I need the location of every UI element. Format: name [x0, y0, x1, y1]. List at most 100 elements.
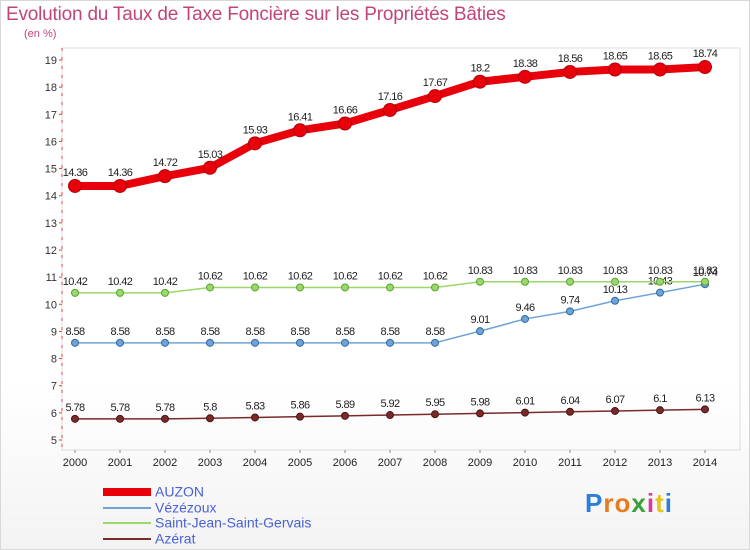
data-label-saint-jean-saint-gervais: 10.62 — [198, 270, 223, 282]
data-point-azerat — [476, 409, 484, 418]
data-point-saint-jean-saint-gervais — [476, 277, 484, 286]
y-tick-label: 19 — [45, 55, 57, 67]
chart-legend: AUZON Vézézoux Saint-Jean-Saint-Gervais Azé… — [103, 484, 311, 546]
data-point-auzon — [608, 62, 622, 77]
data-label-saint-jean-saint-gervais: 10.83 — [558, 265, 583, 277]
data-point-saint-jean-saint-gervais — [341, 283, 349, 292]
proxiti-logo: Proxiti — [585, 488, 673, 519]
data-label-azerat: 5.89 — [335, 399, 354, 411]
data-label-saint-jean-saint-gervais: 10.83 — [468, 265, 493, 277]
data-label-vezezoux: 9.74 — [560, 294, 579, 306]
data-point-auzon — [698, 60, 712, 75]
data-point-auzon — [473, 74, 487, 89]
data-point-auzon — [338, 116, 352, 131]
x-tick-label: 2006 — [333, 457, 357, 469]
x-tick-label: 2004 — [243, 457, 267, 469]
data-label-vezezoux: 8.58 — [335, 326, 354, 338]
data-point-auzon — [68, 178, 82, 193]
y-tick-label: 8 — [51, 354, 57, 366]
x-tick-label: 2008 — [423, 457, 447, 469]
data-label-azerat: 5.8 — [203, 401, 217, 413]
data-point-saint-jean-saint-gervais — [521, 277, 529, 286]
data-label-auzon: 14.36 — [108, 167, 133, 179]
data-label-azerat: 6.07 — [605, 394, 624, 406]
data-label-saint-jean-saint-gervais: 10.83 — [513, 265, 538, 277]
data-point-saint-jean-saint-gervais — [431, 283, 439, 292]
data-point-saint-jean-saint-gervais — [701, 277, 709, 286]
data-label-azerat: 6.04 — [560, 395, 579, 407]
data-label-azerat: 5.86 — [290, 400, 309, 412]
legend-label: AUZON — [155, 483, 204, 500]
data-label-azerat: 6.13 — [695, 392, 714, 404]
data-label-azerat: 5.98 — [470, 396, 489, 408]
data-point-auzon — [383, 102, 397, 117]
x-tick-label: 2007 — [378, 457, 402, 469]
legend-swatch — [103, 522, 151, 525]
data-point-vezezoux — [476, 327, 484, 336]
y-tick-label: 10 — [45, 299, 57, 311]
data-point-azerat — [521, 408, 529, 417]
data-point-azerat — [341, 411, 349, 420]
data-label-azerat: 6.1 — [653, 393, 667, 405]
data-label-vezezoux: 8.58 — [290, 326, 309, 338]
x-tick-label: 2011 — [558, 457, 582, 469]
y-tick-label: 6 — [51, 408, 57, 420]
legend-swatch — [103, 537, 151, 540]
data-point-saint-jean-saint-gervais — [116, 288, 124, 297]
legend-label: Saint-Jean-Saint-Gervais — [155, 514, 312, 531]
data-label-auzon: 18.56 — [558, 53, 583, 65]
data-point-azerat — [251, 413, 259, 422]
y-tick-label: 9 — [51, 326, 57, 338]
data-point-saint-jean-saint-gervais — [161, 288, 169, 297]
x-tick-label: 2010 — [513, 457, 537, 469]
data-point-vezezoux — [611, 296, 619, 305]
data-point-saint-jean-saint-gervais — [566, 277, 574, 286]
data-label-auzon: 18.2 — [470, 63, 489, 75]
data-point-azerat — [701, 405, 709, 414]
data-label-saint-jean-saint-gervais: 10.83 — [648, 265, 673, 277]
y-tick-label: 12 — [45, 245, 57, 257]
data-point-saint-jean-saint-gervais — [206, 283, 214, 292]
data-point-vezezoux — [116, 338, 124, 347]
y-tick-label: 11 — [46, 272, 57, 284]
data-point-saint-jean-saint-gervais — [611, 277, 619, 286]
legend-item: Saint-Jean-Saint-Gervais — [103, 515, 311, 531]
legend-item: AUZON — [103, 484, 311, 500]
x-tick-label: 2000 — [63, 457, 87, 469]
data-point-azerat — [656, 406, 664, 415]
x-tick-label: 2001 — [108, 457, 132, 469]
data-point-vezezoux — [161, 338, 169, 347]
legend-swatch — [103, 488, 151, 497]
data-point-auzon — [293, 123, 307, 138]
x-tick-label: 2005 — [288, 457, 312, 469]
data-point-vezezoux — [71, 338, 79, 347]
data-point-saint-jean-saint-gervais — [71, 288, 79, 297]
data-label-vezezoux: 8.58 — [65, 326, 84, 338]
logo-letter: P — [585, 488, 604, 518]
data-label-saint-jean-saint-gervais: 10.83 — [603, 265, 628, 277]
data-label-auzon: 15.93 — [243, 124, 268, 136]
data-label-azerat: 5.78 — [110, 402, 129, 414]
data-label-saint-jean-saint-gervais: 10.83 — [693, 265, 718, 277]
data-label-auzon: 18.38 — [513, 58, 538, 70]
data-label-auzon: 16.66 — [333, 105, 358, 117]
y-tick-label: 18 — [45, 82, 57, 94]
data-label-auzon: 17.16 — [378, 91, 403, 103]
data-point-azerat — [611, 406, 619, 415]
y-tick-label: 7 — [51, 381, 57, 393]
data-point-vezezoux — [251, 338, 259, 347]
logo-letter: t — [655, 488, 665, 518]
data-point-auzon — [518, 69, 532, 84]
data-point-vezezoux — [431, 338, 439, 347]
data-point-azerat — [431, 410, 439, 419]
data-point-vezezoux — [656, 288, 664, 297]
data-label-auzon: 18.65 — [648, 51, 673, 63]
y-tick-label: 13 — [45, 218, 57, 230]
data-point-azerat — [296, 412, 304, 421]
data-label-azerat: 5.95 — [425, 397, 444, 409]
data-label-auzon: 18.74 — [693, 48, 718, 60]
data-label-azerat: 5.78 — [65, 402, 84, 414]
data-label-azerat: 5.78 — [155, 402, 174, 414]
